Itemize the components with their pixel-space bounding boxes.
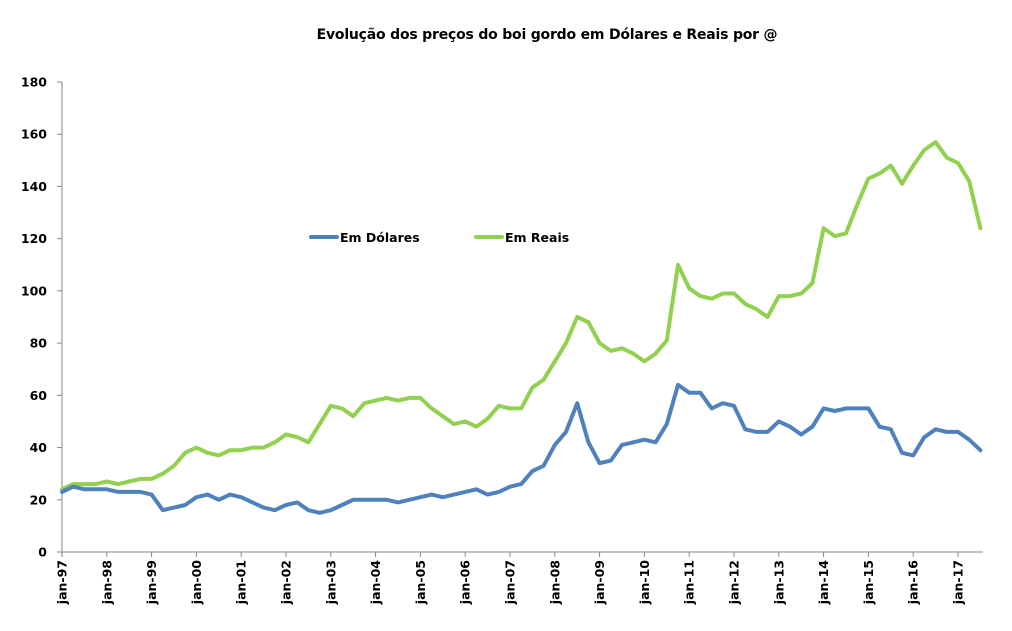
legend-label: Em Reais xyxy=(505,230,569,245)
y-tick-label: 120 xyxy=(21,231,47,246)
y-tick-label: 140 xyxy=(21,179,47,194)
x-tick-label: jan-08 xyxy=(547,560,562,605)
legend-label: Em Dólares xyxy=(340,230,420,245)
x-axis: jan-97 jan-98 jan-99 jan-00 jan-01 jan-02 jan-… xyxy=(55,551,983,606)
x-tick-label: jan-04 xyxy=(368,560,383,606)
x-tick-label: jan-00 xyxy=(189,560,204,606)
x-tick-label: jan-06 xyxy=(458,560,473,606)
x-tick-label: jan-11 xyxy=(682,560,697,605)
x-tick-label: jan-12 xyxy=(727,560,742,605)
x-tick-label: jan-01 xyxy=(234,560,249,605)
y-tick-label: 20 xyxy=(30,492,48,507)
y-tick-label: 60 xyxy=(30,388,48,403)
y-tick-label: 100 xyxy=(21,283,47,298)
x-tick-label: jan-13 xyxy=(771,560,786,605)
x-tick-label: jan-99 xyxy=(144,560,159,605)
y-axis: 0 20 40 60 80 100 120 140 160 180 xyxy=(21,75,63,560)
x-tick-label: jan-97 xyxy=(55,560,70,605)
x-tick-label: jan-17 xyxy=(951,560,966,605)
y-tick-label: 40 xyxy=(30,440,48,455)
x-tick-label: jan-14 xyxy=(816,560,831,606)
x-tick-label: jan-15 xyxy=(861,560,876,605)
x-tick-label: jan-07 xyxy=(503,560,518,605)
legend: Em Dólares Em Reais xyxy=(309,230,569,245)
x-tick-label: jan-05 xyxy=(413,560,428,605)
x-tick-label: jan-02 xyxy=(279,560,294,605)
series-line-dolares xyxy=(60,382,983,515)
x-tick-label: jan-98 xyxy=(99,560,114,605)
y-tick-label: 0 xyxy=(38,545,47,560)
series-layer xyxy=(60,140,983,515)
series-line-reais xyxy=(60,140,983,492)
x-tick-label: jan-10 xyxy=(637,560,652,606)
x-tick-label: jan-16 xyxy=(906,560,921,606)
y-tick-label: 80 xyxy=(30,336,48,351)
x-tick-label: jan-09 xyxy=(592,560,607,605)
chart-title: Evolução dos preços do boi gordo em Dóla… xyxy=(316,27,778,43)
y-tick-label: 160 xyxy=(21,127,47,142)
y-tick-label: 180 xyxy=(21,75,47,90)
x-tick-label: jan-03 xyxy=(323,560,338,605)
